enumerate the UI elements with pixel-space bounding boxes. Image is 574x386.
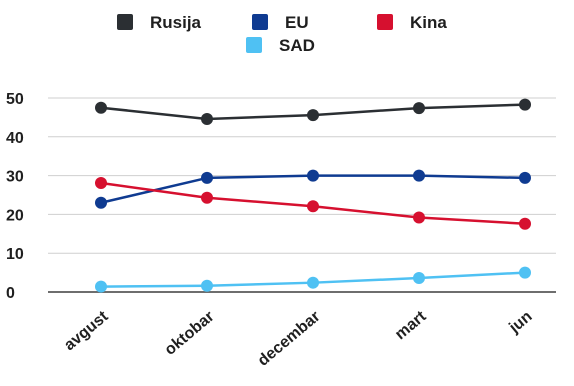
data-point-eu (201, 171, 213, 184)
y-tick-label: 20 (6, 207, 24, 224)
legend-label: Rusija (150, 13, 202, 32)
legend-swatch (377, 14, 393, 30)
legend-item-sad: SAD (246, 36, 315, 55)
x-tick-label: avgust (61, 308, 112, 355)
gridlines (48, 97, 556, 293)
legend-label: SAD (279, 36, 315, 55)
legend-item-rusija: Rusija (117, 13, 202, 32)
data-point-sad (201, 279, 213, 292)
y-tick-label: 0 (6, 285, 15, 302)
series-rusija (95, 98, 531, 125)
y-tick-label: 40 (6, 130, 24, 147)
data-point-sad (95, 280, 107, 293)
data-point-sad (413, 272, 425, 285)
legend: Rusija EU Kina SAD (117, 13, 447, 55)
data-point-kina (201, 191, 213, 204)
data-point-rusija (413, 102, 425, 115)
series-eu (95, 169, 531, 209)
data-point-eu (95, 196, 107, 209)
data-point-eu (307, 169, 319, 182)
y-tick-label: 10 (6, 246, 24, 263)
legend-item-kina: Kina (377, 13, 447, 32)
data-point-eu (413, 169, 425, 182)
series-kina (95, 176, 531, 230)
x-tick-label: mart (392, 308, 430, 344)
x-tick-label: oktobar (162, 308, 218, 359)
y-tick-label: 50 (6, 91, 24, 108)
y-tick-label: 30 (6, 169, 24, 186)
data-point-rusija (519, 98, 531, 111)
y-axis: 0 10 20 30 40 50 (6, 91, 24, 302)
legend-swatch (252, 14, 268, 30)
data-point-rusija (307, 109, 319, 122)
data-point-kina (95, 176, 107, 189)
x-axis: avgust oktobar decembar mart jun (61, 308, 535, 370)
series-layer (95, 98, 531, 293)
data-point-sad (307, 276, 319, 289)
legend-label: EU (285, 13, 309, 32)
x-tick-label: jun (505, 308, 535, 337)
legend-swatch (117, 14, 133, 30)
legend-label: Kina (410, 13, 447, 32)
data-point-sad (519, 266, 531, 279)
data-point-rusija (95, 101, 107, 114)
legend-item-eu: EU (252, 13, 309, 32)
data-point-kina (307, 200, 319, 213)
x-tick-label: decembar (255, 308, 324, 370)
legend-swatch (246, 37, 262, 53)
series-sad (95, 266, 531, 293)
data-point-kina (413, 211, 425, 224)
data-point-kina (519, 217, 531, 230)
data-point-eu (519, 171, 531, 184)
data-point-rusija (201, 112, 213, 125)
